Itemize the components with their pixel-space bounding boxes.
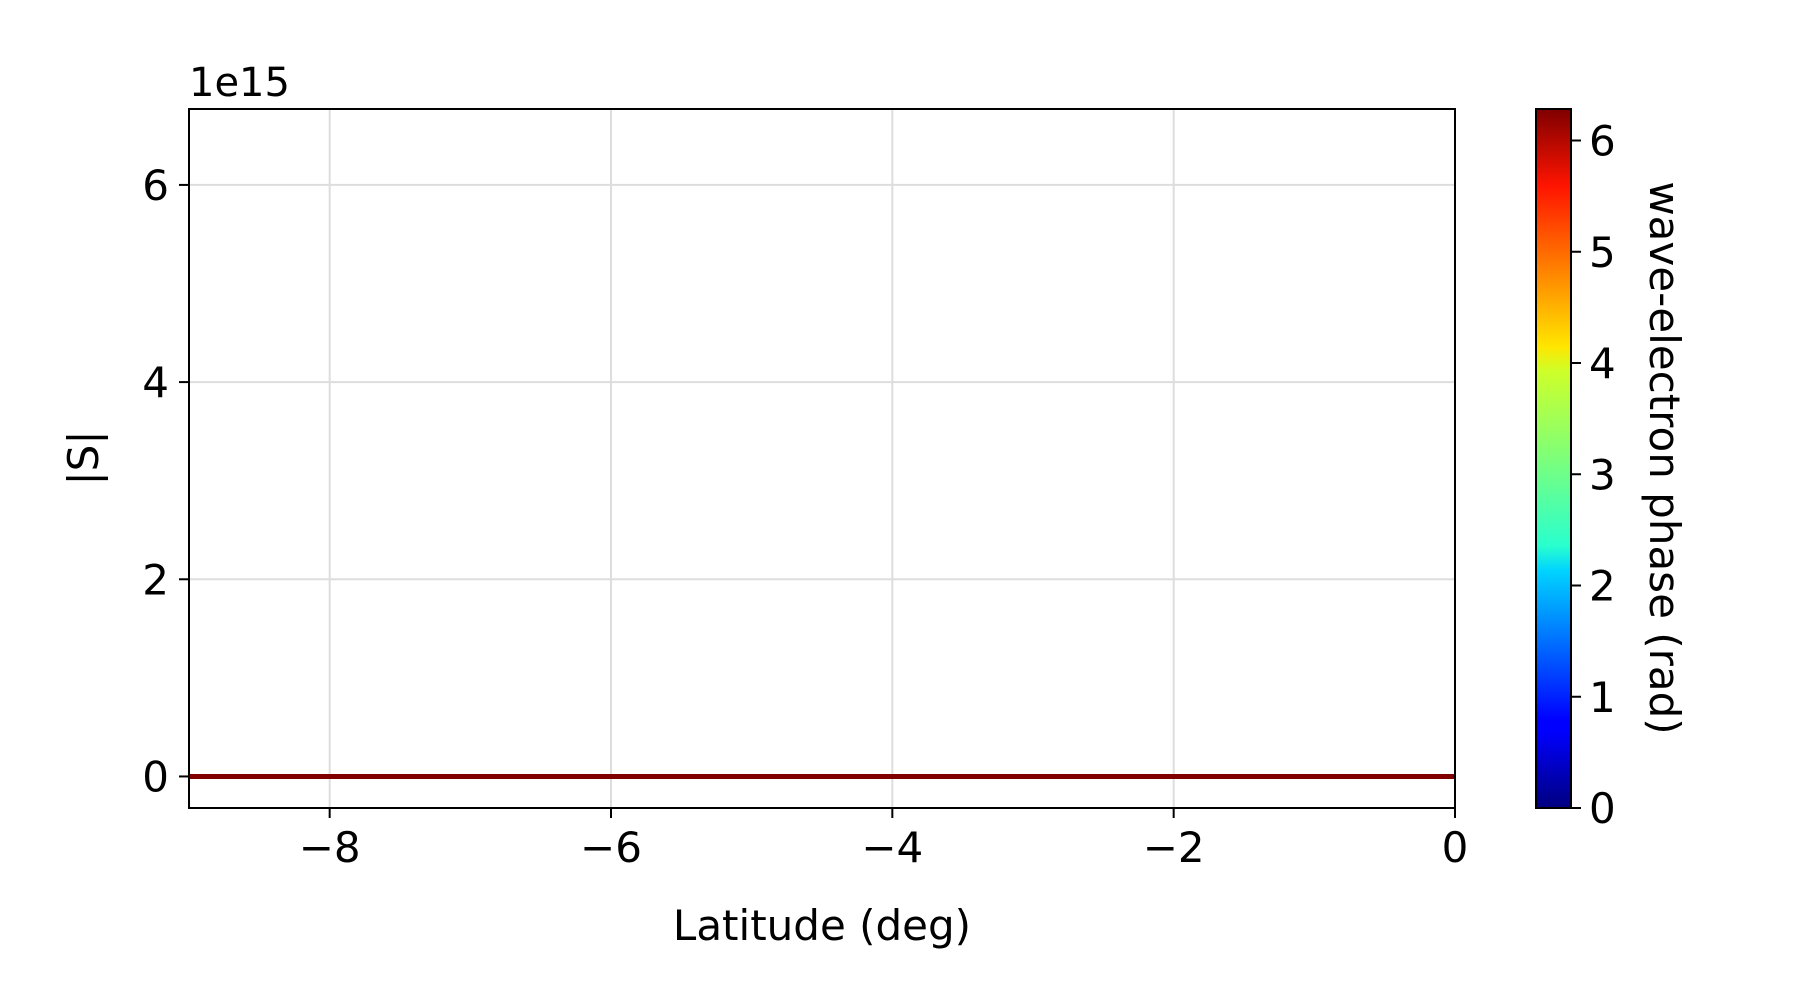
plot-frame	[188, 108, 1456, 809]
y-tick-label: 0	[142, 752, 169, 801]
colorbar-tick-label: 0	[1589, 784, 1616, 833]
colorbar-tick-label: 1	[1589, 673, 1616, 722]
colorbar	[1535, 108, 1572, 809]
colorbar-tick-label: 5	[1589, 228, 1616, 277]
x-tick-label: −2	[1143, 823, 1205, 872]
colorbar-label: wave-electron phase (rad)	[1640, 181, 1689, 734]
colorbar-tick-label: 2	[1589, 562, 1616, 611]
y-offset-label: 1e15	[189, 60, 290, 106]
colorbar-tick-label: 4	[1589, 339, 1616, 388]
y-axis-label: |S|	[59, 431, 108, 486]
x-tick-label: −8	[299, 823, 361, 872]
y-tick-label: 6	[142, 161, 169, 210]
y-axis: 0 2 4 6	[142, 161, 189, 801]
x-axis-label: Latitude (deg)	[673, 901, 971, 950]
x-axis: −8 −6 −4 −2 0	[299, 808, 1469, 872]
x-tick-label: 0	[1442, 823, 1469, 872]
colorbar-tick-label: 3	[1589, 450, 1616, 499]
plot-background	[189, 109, 1455, 808]
y-tick-label: 4	[142, 358, 169, 407]
colorbar-tick-label: 6	[1589, 117, 1616, 166]
y-tick-label: 2	[142, 555, 169, 604]
x-tick-label: −4	[861, 823, 923, 872]
colorbar-axis: 0 1 2 3 4 5 6	[1571, 117, 1616, 833]
x-tick-label: −6	[580, 823, 642, 872]
